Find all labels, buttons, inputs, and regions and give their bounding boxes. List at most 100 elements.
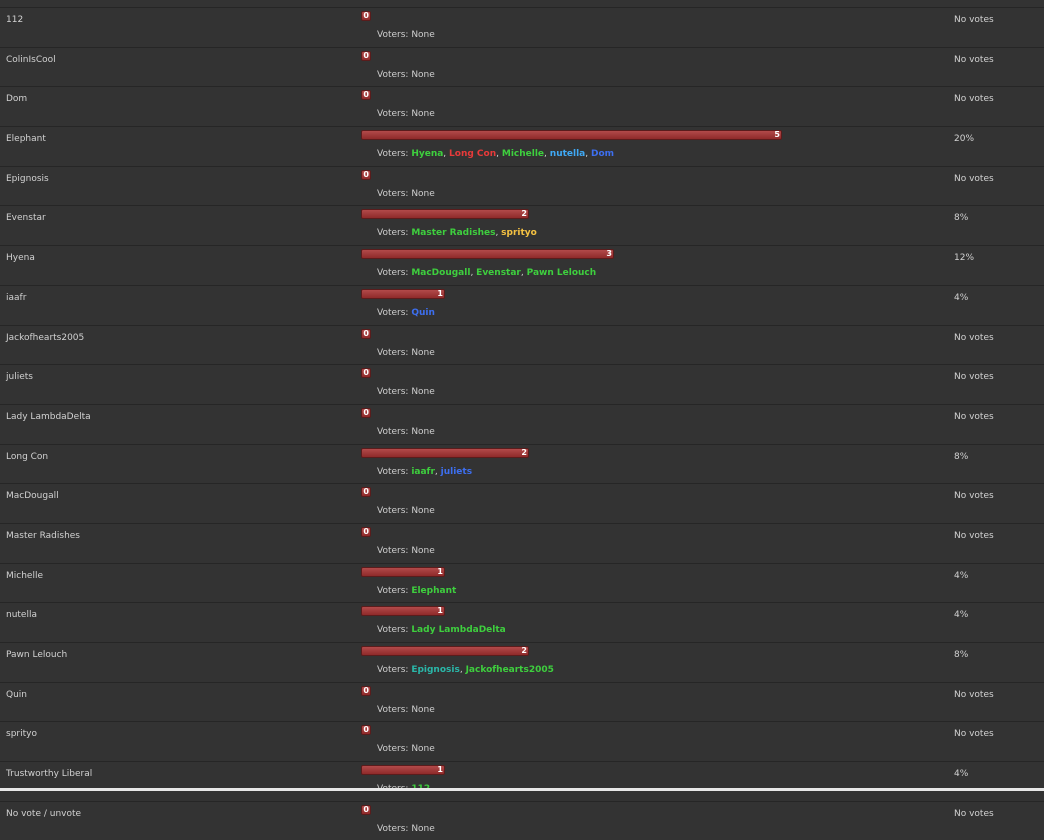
vote-percentage: 8% (954, 650, 969, 660)
vote-count: 1 (437, 566, 443, 576)
vote-count: 0 (363, 368, 369, 378)
poll-option-row: Master Radishes 0 Voters: None No votes (0, 522, 1044, 563)
vote-percentage: 12% (954, 253, 975, 264)
voters-none: None (411, 109, 435, 120)
voter-link[interactable]: juliets (440, 466, 473, 477)
voter-link[interactable]: sprityo (501, 228, 537, 239)
vote-bar: 1 (361, 288, 445, 299)
voter-link[interactable]: Master Radishes (411, 228, 496, 239)
voters-line: Voters: None (377, 427, 435, 437)
vote-count: 2 (521, 209, 527, 219)
voters-label: Voters: (377, 466, 412, 477)
voters-line: Voters: iaafr, juliets (377, 467, 472, 477)
vote-count: 0 (363, 407, 369, 417)
poll-option-row: Quin 0 Voters: None No votes (0, 681, 1044, 722)
option-name: MacDougall (6, 491, 59, 502)
voters-line: Voters: None (377, 705, 435, 715)
poll-option-row: Dom 0 Voters: None No votes (0, 86, 1044, 126)
voter-link[interactable]: iaafr (411, 466, 435, 477)
voters-label: Voters: (377, 625, 412, 636)
option-name: Elephant (6, 134, 46, 145)
vote-count: 0 (363, 169, 369, 179)
vote-percentage: No votes (954, 94, 994, 105)
poll-option-row: juliets 0 Voters: None No votes (0, 364, 1044, 404)
poll-option-row: Jackofhearts2005 0 Voters: None No votes (0, 324, 1044, 365)
voters-label: Voters: (377, 228, 412, 239)
vote-count: 1 (437, 606, 443, 616)
voter-link[interactable]: Hyena (411, 149, 444, 160)
voters-label: Voters: (377, 307, 412, 318)
voters-line: Voters: None (377, 506, 435, 516)
poll-option-row: nutella 1 Voters: Lady LambdaDelta 4% (0, 602, 1044, 642)
voters-label: Voters: (377, 268, 412, 279)
poll-option-row: sprityo 0 Voters: None No votes (0, 721, 1044, 761)
voters-label: Voters: (377, 744, 412, 755)
vote-bar: 1 (361, 606, 445, 617)
option-name: Lady LambdaDelta (6, 411, 91, 422)
voter-link[interactable]: MacDougall (411, 268, 471, 279)
voter-link[interactable]: Dom (590, 149, 615, 160)
vote-bar: 0 (361, 11, 371, 21)
vote-bar: 0 (361, 526, 371, 537)
voter-link[interactable]: Long Con (449, 149, 497, 160)
option-name: Pawn Lelouch (6, 650, 68, 660)
vote-count: 0 (363, 487, 369, 497)
vote-percentage: No votes (954, 372, 994, 383)
option-name: Long Con (6, 451, 49, 462)
vote-count: 0 (363, 685, 369, 695)
voter-link[interactable]: nutella (549, 149, 586, 160)
voters-label: Voters: (377, 426, 412, 437)
voters-label: Voters: (377, 545, 412, 556)
vote-percentage: 8% (954, 213, 969, 224)
horizontal-scrollbar[interactable] (0, 788, 1044, 791)
vote-bar: 5 (361, 130, 782, 141)
voter-link[interactable]: Lady LambdaDelta (411, 625, 506, 636)
poll-option-row: Lady LambdaDelta 0 Voters: None No votes (0, 403, 1044, 444)
voter-link[interactable]: Elephant (411, 585, 457, 596)
vote-bar: 0 (361, 50, 371, 61)
voters-none: None (411, 30, 435, 40)
voter-link[interactable]: Quin (411, 307, 435, 318)
voters-label: Voters: (377, 347, 412, 358)
voters-line: Voters: MacDougall, Evenstar, Pawn Lelou… (377, 268, 596, 278)
poll-results-list: 112 0 Voters: None No votes ColinIsCool 0 Vote… (0, 7, 1044, 840)
vote-bar: 2 (361, 646, 529, 656)
voter-link[interactable]: Evenstar (476, 268, 521, 279)
voter-separator: , (585, 149, 591, 160)
vote-bar: 1 (361, 765, 445, 776)
poll-option-row: Epignosis 0 Voters: None No votes (0, 165, 1044, 206)
poll-option-row: No vote / unvote 0 Voters: None No votes (0, 800, 1044, 840)
voters-line: Voters: None (377, 70, 435, 80)
option-name: Evenstar (6, 213, 46, 224)
voter-separator: , (520, 268, 527, 279)
vote-percentage: 4% (954, 769, 969, 780)
voter-link[interactable]: Michelle (501, 149, 545, 160)
voter-separator: , (496, 149, 502, 160)
vote-percentage: No votes (954, 15, 994, 25)
option-name: nutella (6, 610, 37, 621)
vote-percentage: 4% (954, 610, 969, 621)
option-name: iaafr (6, 292, 27, 303)
vote-count: 0 (363, 725, 369, 735)
vote-percentage: 4% (954, 570, 969, 581)
voters-label: Voters: (377, 585, 412, 596)
voters-line: Voters: None (377, 348, 435, 358)
voters-line: Voters: Quin (377, 308, 435, 318)
voters-label: Voters: (377, 506, 412, 517)
vote-percentage: 4% (954, 292, 969, 303)
option-name: 112 (6, 15, 24, 25)
poll-option-row: MacDougall 0 Voters: None No votes (0, 483, 1044, 523)
vote-count: 3 (606, 249, 612, 259)
poll-option-row: ColinIsCool 0 Voters: None No votes (0, 46, 1044, 87)
vote-count: 1 (437, 765, 443, 775)
vote-bar: 0 (361, 368, 371, 379)
voters-none: None (411, 704, 435, 715)
poll-option-row: Elephant 5 Voters: Hyena, Long Con, Michel… (0, 126, 1044, 166)
poll-option-row: 112 0 Voters: None No votes (0, 7, 1044, 47)
voters-line: Voters: None (377, 30, 435, 40)
voter-separator: , (470, 268, 477, 279)
voter-link[interactable]: Jackofhearts2005 (465, 665, 554, 675)
vote-percentage: 8% (954, 451, 969, 462)
voter-link[interactable]: Epignosis (411, 665, 460, 675)
voter-link[interactable]: Pawn Lelouch (526, 268, 597, 279)
